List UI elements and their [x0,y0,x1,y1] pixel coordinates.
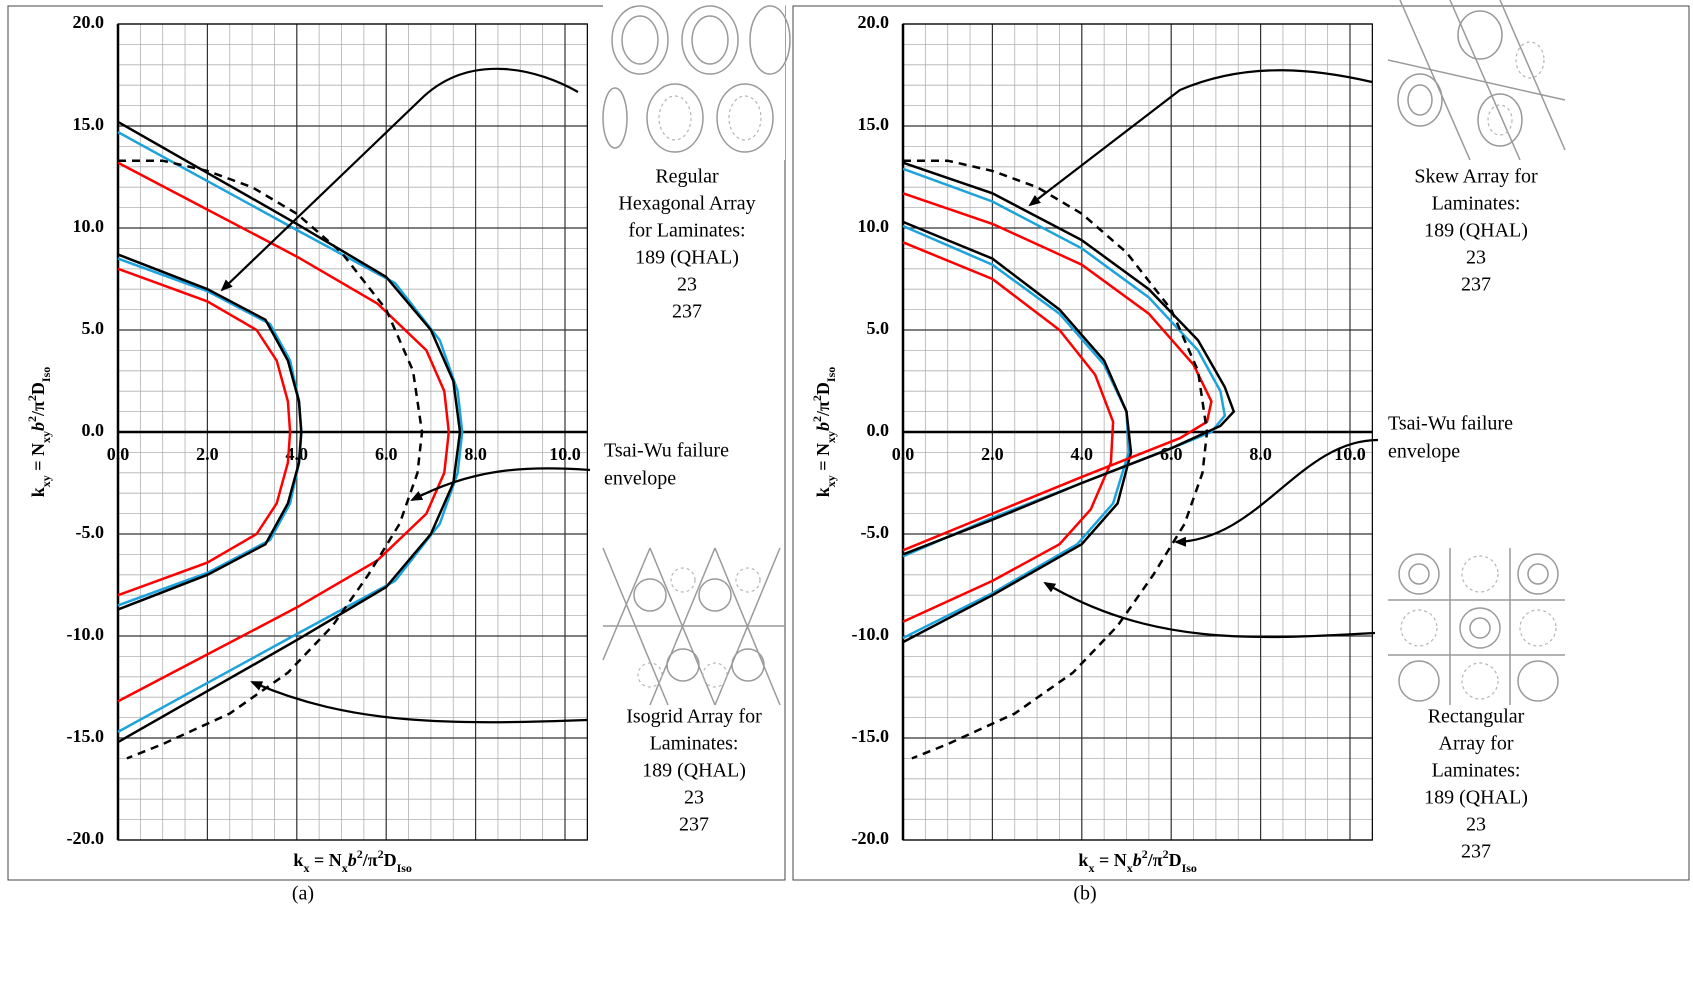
y-tick-label: 15.0 [73,114,105,134]
axis-label: kxy = Nxyb2/π2DIso [810,367,838,498]
legend-text: Rectangular [1428,706,1525,728]
x-tick-label: 6.0 [375,444,398,464]
axis-label: kxy = Nxyb2/π2DIso [25,367,53,498]
y-tick-label: -10.0 [852,624,890,644]
y-tick-label: -15.0 [852,726,890,746]
label-part: xy [39,475,53,487]
y-tick-label: 15.0 [858,114,890,134]
legend-entry: 23 [684,787,704,809]
label-part: = N [28,443,48,475]
x-tick-label: 8.0 [1249,444,1272,464]
legend-text: Hexagonal Array [618,193,755,215]
legend-entry: 237 [679,814,709,836]
legend-entry: 237 [672,301,702,323]
hex-thumbnail [603,0,790,160]
y-tick-label: -5.0 [76,522,105,542]
x-tick-label: 2.0 [981,444,1004,464]
label-part: /π [28,401,48,417]
axis-label: kx = Nxb2/π2DIso [1078,847,1197,875]
label-part: Iso [1182,861,1197,875]
annotation: Tsai-Wu failure [1388,413,1513,435]
y-tick-label: -20.0 [67,828,105,848]
caption: (b) [1073,883,1096,905]
legend-entry: 189 (QHAL) [642,760,746,782]
legend-entry: 23 [1466,247,1486,269]
legend-entry: 23 [677,274,697,296]
label-part: /π [1147,850,1163,870]
label-part: /π [362,850,378,870]
x-tick-label: 10.0 [1334,444,1366,464]
y-tick-label: 10.0 [73,216,105,236]
legend-entry: 23 [1466,814,1486,836]
skew-thumbnail [1388,0,1565,160]
figure: 0.0 2.0 4.0 6.0 8.0 10.0 -20.0 -15.0 -10.0 -5.0 0.… [0,0,1693,988]
label-part: b [348,850,357,870]
label-part: D [1169,850,1182,870]
legend-entry: 189 (QHAL) [1424,787,1528,809]
label-part: k [1078,850,1088,870]
label-part: Iso [824,367,838,382]
y-tick-label: -10.0 [67,624,105,644]
caption: (a) [292,883,314,905]
legend-entry: 189 (QHAL) [635,247,739,269]
x-tick-label: 4.0 [1071,444,1094,464]
legend-text: Isogrid Array for [626,706,762,728]
y-tick-label: 5.0 [82,318,105,338]
label-part: = N [1094,850,1126,870]
legend-text: Laminates: [650,733,739,755]
legend-text: Laminates: [1432,193,1521,215]
label-part: xy [39,431,53,443]
legend-text: for Laminates: [628,220,745,242]
legend-entry: 189 (QHAL) [1424,220,1528,242]
y-tick-label: -20.0 [852,828,890,848]
legend-entry: 237 [1461,841,1491,863]
label-part: D [813,382,833,395]
y-tick-label: 20.0 [73,12,105,32]
label-part: b [813,422,833,431]
label-part: xy [824,475,838,487]
label-part: xy [824,431,838,443]
legend-text: Regular [655,166,719,188]
annotation: Tsai-Wu failure [604,440,729,462]
annotation: envelope [604,468,676,490]
label-part: D [384,850,397,870]
label-part: Iso [397,861,412,875]
label-part: b [1133,850,1142,870]
x-tick-label: 10.0 [549,444,581,464]
label-part: = N [309,850,341,870]
x-tick-label: 2.0 [196,444,219,464]
label-part: k [293,850,303,870]
y-tick-label: 5.0 [867,318,890,338]
legend-text: Laminates: [1432,760,1521,782]
axis-label: kx = Nxb2/π2DIso [293,847,412,875]
label-part: k [813,487,833,497]
y-tick-label: 10.0 [858,216,890,236]
y-tick-label: -5.0 [861,522,890,542]
label-part: k [28,487,48,497]
annotation: envelope [1388,441,1460,463]
label-part: /π [813,401,833,417]
rect-thumbnail [1388,548,1565,705]
label-part: D [28,382,48,395]
x-tick-label: 8.0 [464,444,487,464]
legend-text: Skew Array for [1414,166,1538,188]
y-tick-label: 20.0 [858,12,890,32]
legend-text: Array for [1439,733,1514,755]
y-tick-label: 0.0 [867,420,890,440]
y-tick-label: 0.0 [82,420,105,440]
legend-entry: 237 [1461,274,1491,296]
label-part: = N [813,443,833,475]
isogrid-thumbnail [603,548,785,705]
label-part: Iso [39,367,53,382]
label-part: b [28,422,48,431]
y-tick-label: -15.0 [67,726,105,746]
